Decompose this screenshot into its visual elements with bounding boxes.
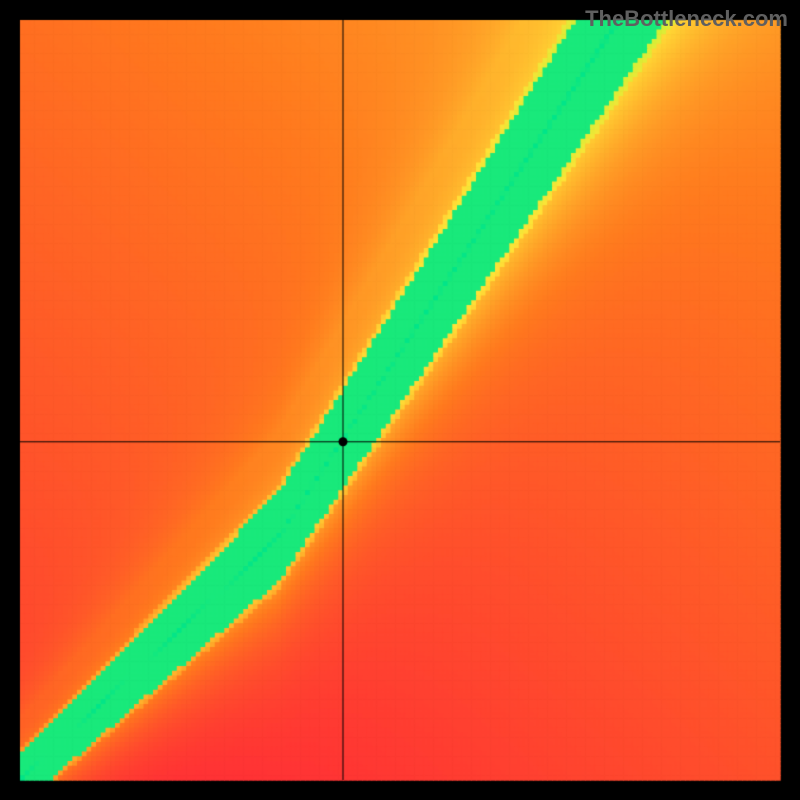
- watermark-text: TheBottleneck.com: [585, 6, 788, 32]
- bottleneck-heatmap-canvas: [0, 0, 800, 800]
- chart-container: TheBottleneck.com: [0, 0, 800, 800]
